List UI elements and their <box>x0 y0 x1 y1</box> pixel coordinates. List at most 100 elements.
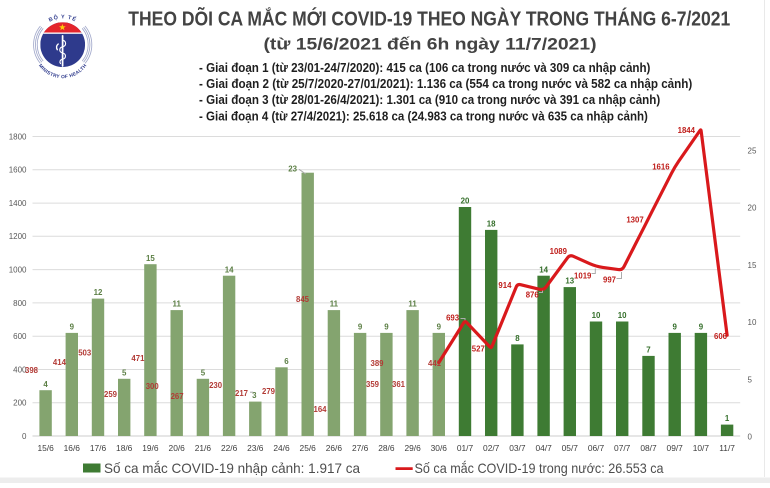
svg-text:1000: 1000 <box>9 266 27 275</box>
svg-text:30/6: 30/6 <box>431 443 448 453</box>
svg-text:15: 15 <box>748 261 757 270</box>
svg-text:25/6: 25/6 <box>300 443 317 453</box>
svg-text:20: 20 <box>461 197 470 206</box>
svg-text:16/6: 16/6 <box>64 443 81 453</box>
svg-text:THEO DÕI CA MẮC MỚI COVID-19 T: THEO DÕI CA MẮC MỚI COVID-19 THEO NGÀY T… <box>128 6 730 30</box>
svg-text:15/6: 15/6 <box>37 443 54 453</box>
svg-text:3: 3 <box>252 391 257 400</box>
svg-text:21/6: 21/6 <box>195 443 212 453</box>
svg-text:29/6: 29/6 <box>404 443 421 453</box>
svg-text:25: 25 <box>748 146 757 155</box>
svg-text:10: 10 <box>592 311 601 320</box>
svg-text:- Giai đoạn 2 (từ 25/7/2020-27: - Giai đoạn 2 (từ 25/7/2020-27/01/2021):… <box>199 76 692 91</box>
svg-text:1616: 1616 <box>652 163 670 172</box>
svg-text:1200: 1200 <box>9 232 27 241</box>
svg-text:18/6: 18/6 <box>116 443 133 453</box>
svg-text:471: 471 <box>131 354 145 363</box>
svg-text:7: 7 <box>646 345 651 354</box>
svg-text:1844: 1844 <box>678 126 696 135</box>
svg-text:26/6: 26/6 <box>326 443 343 453</box>
svg-text:BỘ Y TẾ: BỘ Y TẾ <box>48 13 78 24</box>
svg-text:230: 230 <box>209 381 223 390</box>
svg-text:361: 361 <box>392 380 406 389</box>
svg-text:07/7: 07/7 <box>614 443 631 453</box>
svg-text:11: 11 <box>330 300 339 309</box>
svg-text:10/7: 10/7 <box>693 443 710 453</box>
svg-text:9: 9 <box>673 323 678 332</box>
svg-text:10: 10 <box>748 318 757 327</box>
svg-text:11: 11 <box>173 300 182 309</box>
svg-text:- Giai đoạn 4 (từ 27/4/2021):: - Giai đoạn 4 (từ 27/4/2021): 25.618 ca … <box>199 108 648 123</box>
svg-text:10: 10 <box>618 311 627 320</box>
svg-text:8: 8 <box>515 334 520 343</box>
svg-text:20/6: 20/6 <box>169 443 186 453</box>
svg-text:9: 9 <box>699 323 704 332</box>
svg-text:22/6: 22/6 <box>221 443 238 453</box>
svg-text:9: 9 <box>358 323 363 332</box>
svg-text:04/7: 04/7 <box>535 443 552 453</box>
svg-text:398: 398 <box>25 366 39 375</box>
svg-text:(từ 15/6/2021 đến 6h ngày 11/7: (từ 15/6/2021 đến 6h ngày 11/7/2021) <box>264 35 597 54</box>
svg-text:23/6: 23/6 <box>247 443 264 453</box>
svg-text:09/7: 09/7 <box>667 443 684 453</box>
svg-text:600: 600 <box>13 332 27 341</box>
svg-text:5: 5 <box>122 368 127 377</box>
svg-text:914: 914 <box>498 281 512 290</box>
svg-text:1307: 1307 <box>626 216 643 225</box>
svg-text:24/6: 24/6 <box>273 443 290 453</box>
svg-text:03/7: 03/7 <box>509 443 526 453</box>
svg-text:- Giai đoạn 3 (từ 28/01-26/4/2: - Giai đoạn 3 (từ 28/01-26/4/2021): 1.30… <box>199 92 660 107</box>
svg-text:23: 23 <box>288 165 297 174</box>
svg-text:997: 997 <box>603 276 616 285</box>
svg-text:414: 414 <box>53 358 67 367</box>
svg-text:1600: 1600 <box>9 166 27 175</box>
svg-text:259: 259 <box>104 390 118 399</box>
svg-text:5: 5 <box>748 375 753 384</box>
svg-text:14: 14 <box>225 265 234 274</box>
svg-text:6: 6 <box>284 357 289 366</box>
svg-text:527: 527 <box>472 344 485 353</box>
svg-text:503: 503 <box>78 349 92 358</box>
svg-text:06/7: 06/7 <box>588 443 605 453</box>
svg-text:217: 217 <box>235 389 248 398</box>
svg-text:300: 300 <box>146 382 160 391</box>
svg-text:9: 9 <box>70 323 75 332</box>
svg-text:1400: 1400 <box>9 199 27 208</box>
svg-text:05/7: 05/7 <box>562 443 579 453</box>
svg-text:08/7: 08/7 <box>640 443 657 453</box>
svg-text:9: 9 <box>384 323 389 332</box>
svg-text:1089: 1089 <box>550 247 568 256</box>
svg-text:9: 9 <box>437 323 442 332</box>
svg-text:164: 164 <box>313 405 327 414</box>
svg-text:Số ca mắc COVID-19 nhập cảnh:: Số ca mắc COVID-19 nhập cảnh: 1.917 ca <box>104 460 360 476</box>
svg-text:0: 0 <box>748 433 753 442</box>
svg-text:5: 5 <box>201 368 206 377</box>
svg-text:200: 200 <box>13 399 27 408</box>
svg-text:0: 0 <box>22 432 27 441</box>
svg-text:01/7: 01/7 <box>457 443 474 453</box>
svg-text:267: 267 <box>171 392 184 401</box>
svg-text:27/6: 27/6 <box>352 443 369 453</box>
svg-text:1019: 1019 <box>574 271 592 280</box>
svg-text:15: 15 <box>146 254 155 263</box>
svg-text:28/6: 28/6 <box>378 443 395 453</box>
svg-text:389: 389 <box>370 359 384 368</box>
svg-text:17/6: 17/6 <box>90 443 107 453</box>
svg-text:02/7: 02/7 <box>483 443 500 453</box>
svg-text:14: 14 <box>539 265 548 274</box>
svg-text:18: 18 <box>487 220 496 229</box>
svg-text:11/7: 11/7 <box>719 443 735 453</box>
svg-text:12: 12 <box>94 288 103 297</box>
svg-text:800: 800 <box>13 299 27 308</box>
svg-text:1: 1 <box>725 414 730 423</box>
svg-text:845: 845 <box>296 295 310 304</box>
svg-text:1800: 1800 <box>9 132 27 141</box>
svg-text:11: 11 <box>408 300 417 309</box>
svg-text:400: 400 <box>13 365 27 374</box>
svg-text:13: 13 <box>565 277 574 286</box>
svg-text:20: 20 <box>748 204 757 213</box>
svg-text:- Giai đoạn 1 (từ 23/01-24/7/2: - Giai đoạn 1 (từ 23/01-24/7/2020): 415 … <box>199 60 650 75</box>
svg-text:359: 359 <box>366 380 380 389</box>
svg-text:Số ca mắc COVID-19 trong nước:: Số ca mắc COVID-19 trong nước: 26.553 ca <box>415 460 664 476</box>
svg-text:279: 279 <box>262 387 276 396</box>
